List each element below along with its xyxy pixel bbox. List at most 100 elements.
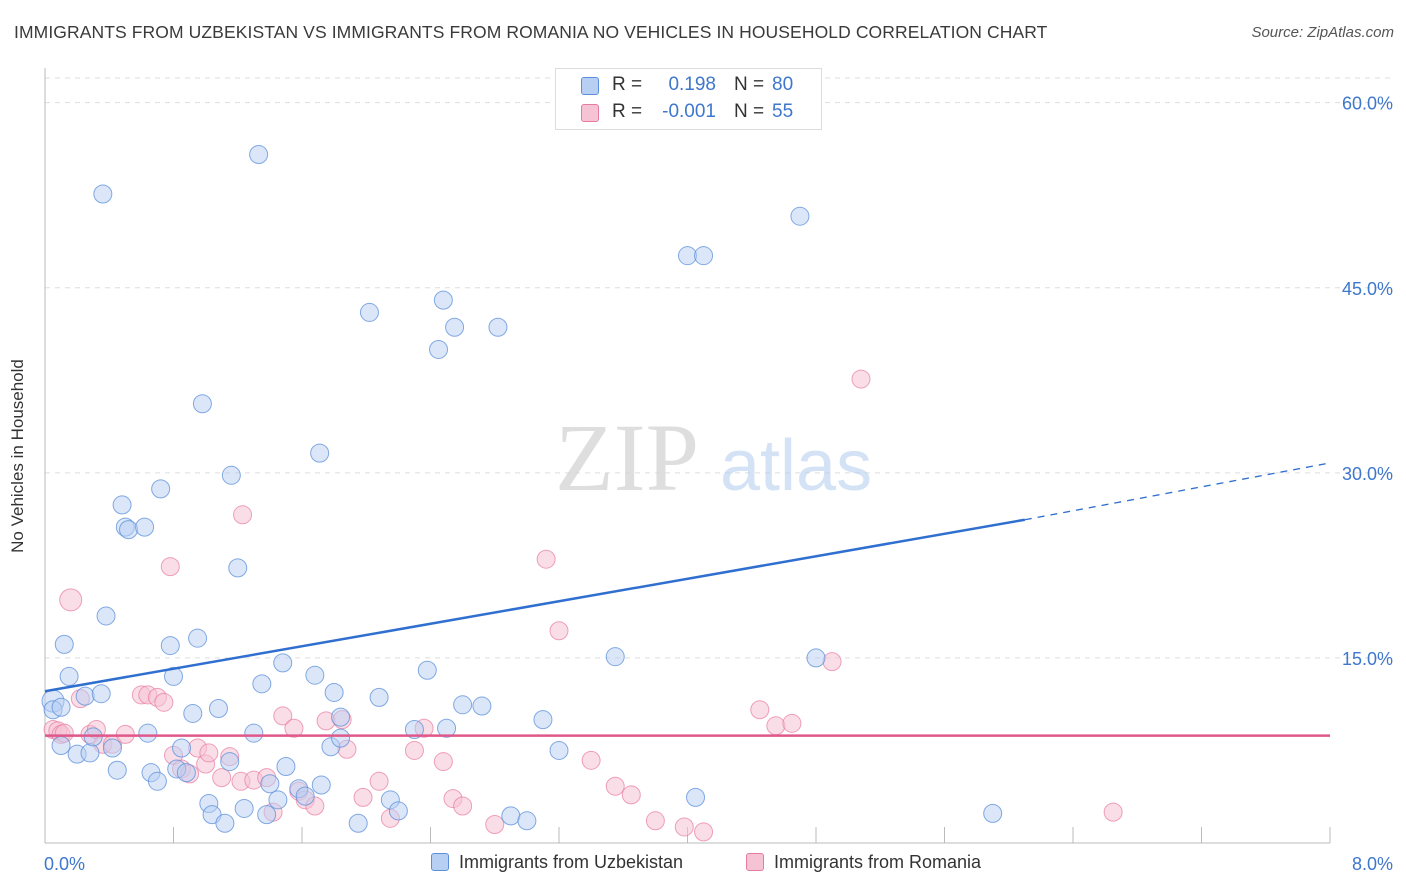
uzbekistan-swatch [581,77,599,95]
n-label: N = [734,74,765,95]
r-label: R = [612,101,643,122]
romania-point [369,771,389,791]
uzbekistan-point [244,723,264,743]
uzbekistan-point [404,719,424,739]
uzbekistan-point [310,443,330,463]
uzbekistan-point [790,206,810,226]
uzbekistan-point [331,728,351,748]
uzbekistan-point [75,686,95,706]
uzbekistan-point [311,775,331,795]
romania-point [645,811,665,831]
uzbekistan-point [252,674,272,694]
uzbekistan-point [429,339,449,359]
romania-point [536,549,556,569]
n-value: 80 [772,74,794,95]
romania-point [621,785,641,805]
uzbekistan-trend-line [44,518,1026,693]
n-value: 55 [772,101,794,122]
chart-title: IMMIGRANTS FROM UZBEKISTAN VS IMMIGRANTS… [14,22,1048,42]
uzbekistan-point [369,687,389,707]
watermark-atlas: atlas [720,426,872,506]
uzbekistan-point [160,636,180,656]
uzbekistan-point [221,465,241,485]
uzbekistan-point [249,145,269,164]
uzbekistan-point [433,290,453,310]
uzbekistan-point [183,703,203,723]
romania-point [605,776,625,796]
uzbekistan-point [605,647,625,667]
uzbekistan-point [54,634,74,654]
uzbekistan-point [228,558,248,578]
uzbekistan-point [91,684,111,704]
romania-point [284,718,304,738]
y-tick-label: 60.0% [1342,94,1393,114]
romania-swatch [581,104,599,122]
uzbekistan-point [192,394,212,414]
uzbekistan-point [517,811,537,831]
romania-point [453,796,473,816]
uzbekistan-point [215,813,235,833]
uzbekistan-point [112,495,132,515]
uzbekistan-point [107,760,127,780]
uzbekistan-point [276,757,296,776]
watermark: ZIP atlas [555,404,872,511]
uzbekistan-point [188,628,208,648]
uzbekistan-point [806,648,826,668]
uzbekistan-point [119,520,139,540]
uzbekistan-point [257,805,277,825]
r-value: -0.001 [662,101,716,122]
legend-item-romania: Immigrants from Romania [746,852,981,873]
gridlines [45,77,1392,659]
uzbekistan-point [93,184,113,204]
uzbekistan-point [138,723,158,743]
romania-point [766,716,786,736]
watermark-zip: ZIP [555,404,699,511]
uzbekistan-point [234,798,254,818]
uzbekistan-point [102,738,122,758]
y-tick-label: 15.0% [1342,649,1393,669]
uzbekistan-point [359,302,379,322]
uzbekistan-point [51,736,71,756]
romania-point [199,743,219,763]
uzbekistan-point [417,660,437,680]
uzbekistan-point [437,718,457,738]
source-label: Source: ZipAtlas.com [1251,24,1394,41]
trend-lines [44,462,1331,737]
romania-point [750,700,770,720]
uzbekistan-point [59,666,79,686]
uzbekistan-point [445,317,465,337]
uzbekistan-point [686,787,706,807]
romania-point [549,621,569,641]
uzbekistan-legend-label: Immigrants from Uzbekistan [459,852,684,872]
romania-point [233,505,253,525]
romania-point [851,369,871,389]
romania-point [782,713,802,733]
uzbekistan-point [678,246,697,266]
uzbekistan-point [305,665,325,685]
romania-point [273,706,293,726]
romania-point [485,814,505,834]
romania-point [1103,802,1123,822]
uzbekistan-point [501,806,521,826]
uzbekistan-point [324,682,344,702]
uzbekistan-trend-extension [1024,462,1331,521]
y-tick-label: 45.0% [1342,279,1393,299]
uzbekistan-point [164,666,183,686]
uzbekistan-point [96,606,116,626]
uzbekistan-point [295,786,315,806]
series-uzbekistan [41,145,1003,833]
romania-point [353,787,373,807]
uzbekistan-point [694,246,714,266]
romania-legend-label: Immigrants from Romania [774,852,982,872]
uzbekistan-point [208,699,228,719]
romania-point [160,557,180,577]
legend-row-uzbekistan: R = 0.198 N = 80 [556,74,821,100]
r-label: R = [612,74,643,95]
romania-legend-swatch [746,853,764,871]
uzbekistan-point [268,790,288,810]
tick-labels: 15.0% 30.0% 45.0% 60.0% 0.0% 8.0% [44,94,1393,874]
uzbekistan-point [80,743,100,763]
legend-item-uzbekistan: Immigrants from Uzbekistan [431,852,683,873]
y-tick-label: 30.0% [1342,464,1393,484]
